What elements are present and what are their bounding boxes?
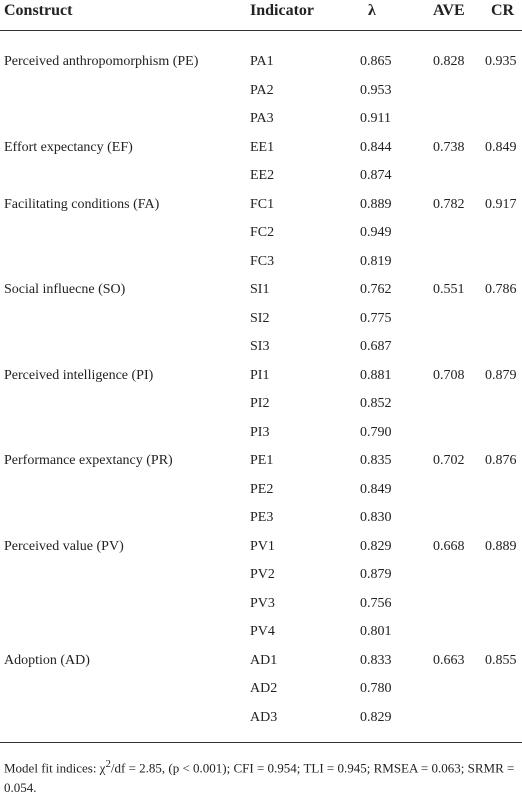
indicator-name: PV1 bbox=[250, 538, 275, 554]
loading-value: 0.865 bbox=[360, 54, 392, 69]
table-footnote: Model fit indices: χ2/df = 2.85, (p < 0.… bbox=[4, 754, 518, 793]
column-header: CR bbox=[491, 2, 515, 19]
cr-value: 0.855 bbox=[485, 652, 517, 668]
ave-value: 0.738 bbox=[433, 139, 465, 155]
ave-value: 0.782 bbox=[433, 196, 465, 212]
footnote-superscript: 2 bbox=[105, 758, 111, 770]
ave-value: 0.828 bbox=[433, 54, 465, 69]
column-header: λ bbox=[368, 2, 376, 19]
ave-value: 0.551 bbox=[433, 282, 465, 297]
indicator-name: PI2 bbox=[250, 396, 270, 411]
cr-value: 0.935 bbox=[485, 54, 517, 69]
indicator-name: PA3 bbox=[250, 111, 274, 126]
loading-value: 0.801 bbox=[360, 624, 392, 639]
loading-value: 0.762 bbox=[360, 282, 392, 297]
column-header: Indicator bbox=[250, 2, 314, 19]
loading-value: 0.687 bbox=[360, 339, 392, 354]
indicator-name: AD3 bbox=[250, 709, 278, 725]
loading-value: 0.949 bbox=[360, 225, 392, 240]
loading-value: 0.829 bbox=[360, 538, 392, 554]
cr-value: 0.879 bbox=[485, 367, 517, 383]
ave-value: 0.702 bbox=[433, 453, 465, 468]
loading-value: 0.756 bbox=[360, 595, 392, 611]
indicator-name: PE2 bbox=[250, 481, 274, 497]
column-header: Construct bbox=[4, 2, 73, 19]
ave-value: 0.708 bbox=[433, 367, 465, 383]
loading-value: 0.911 bbox=[360, 111, 391, 126]
indicator-name: AD1 bbox=[250, 652, 278, 668]
indicator-name: AD2 bbox=[250, 681, 278, 696]
loading-value: 0.790 bbox=[360, 424, 392, 440]
column-header: AVE bbox=[433, 2, 465, 19]
indicator-name: SI1 bbox=[250, 282, 270, 297]
construct-name: Facilitating conditions (FA) bbox=[4, 196, 160, 212]
ave-value: 0.668 bbox=[433, 538, 465, 554]
loading-value: 0.835 bbox=[360, 453, 392, 468]
indicator-name: PV2 bbox=[250, 567, 275, 582]
cr-value: 0.849 bbox=[485, 139, 517, 155]
indicator-name: PV4 bbox=[250, 624, 275, 639]
loading-value: 0.833 bbox=[360, 652, 392, 668]
loading-value: 0.829 bbox=[360, 709, 392, 725]
indicator-name: PE1 bbox=[250, 453, 274, 468]
loading-value: 0.953 bbox=[360, 82, 392, 98]
indicator-name: PA1 bbox=[250, 54, 274, 69]
footnote-text: /df = 2.85, (p < 0.001); CFI = 0.954; TL… bbox=[4, 760, 515, 793]
ave-value: 0.663 bbox=[433, 652, 465, 668]
loading-value: 0.775 bbox=[360, 310, 392, 326]
indicator-name: PI1 bbox=[250, 367, 270, 383]
indicator-name: PE3 bbox=[250, 510, 274, 525]
indicator-name: PA2 bbox=[250, 82, 274, 98]
bottom-rule bbox=[0, 742, 522, 743]
cr-value: 0.917 bbox=[485, 196, 517, 212]
indicator-name: EE1 bbox=[250, 139, 275, 155]
construct-name: Performance expextancy (PR) bbox=[4, 453, 173, 468]
indicator-name: PI3 bbox=[250, 424, 270, 440]
indicator-name: PV3 bbox=[250, 595, 275, 611]
construct-name: Adoption (AD) bbox=[4, 652, 90, 668]
loading-value: 0.819 bbox=[360, 253, 392, 269]
loading-value: 0.881 bbox=[360, 367, 392, 383]
loading-value: 0.889 bbox=[360, 196, 392, 212]
indicator-name: SI3 bbox=[250, 339, 270, 354]
cr-value: 0.889 bbox=[485, 538, 517, 554]
construct-name: Perceived anthropomorphism (PE) bbox=[4, 54, 199, 69]
cr-value: 0.876 bbox=[485, 453, 517, 468]
indicator-name: FC1 bbox=[250, 196, 275, 212]
loading-value: 0.874 bbox=[360, 168, 392, 183]
indicator-name: SI2 bbox=[250, 310, 270, 326]
indicator-name: EE2 bbox=[250, 168, 275, 183]
construct-name: Perceived value (PV) bbox=[4, 538, 124, 554]
loading-value: 0.879 bbox=[360, 567, 392, 582]
indicator-name: FC2 bbox=[250, 225, 275, 240]
construct-name: Perceived intelligence (PI) bbox=[4, 367, 154, 383]
loading-value: 0.849 bbox=[360, 481, 392, 497]
indicator-name: FC3 bbox=[250, 253, 275, 269]
loading-value: 0.852 bbox=[360, 396, 392, 411]
header-rule bbox=[0, 30, 522, 31]
loading-value: 0.780 bbox=[360, 681, 392, 696]
loading-value: 0.844 bbox=[360, 139, 392, 155]
construct-name: Social influecne (SO) bbox=[4, 282, 126, 297]
loading-value: 0.830 bbox=[360, 510, 392, 525]
cr-value: 0.786 bbox=[485, 282, 517, 297]
construct-name: Effort expectancy (EF) bbox=[4, 139, 133, 155]
footnote-text: Model fit indices: χ bbox=[4, 760, 106, 776]
